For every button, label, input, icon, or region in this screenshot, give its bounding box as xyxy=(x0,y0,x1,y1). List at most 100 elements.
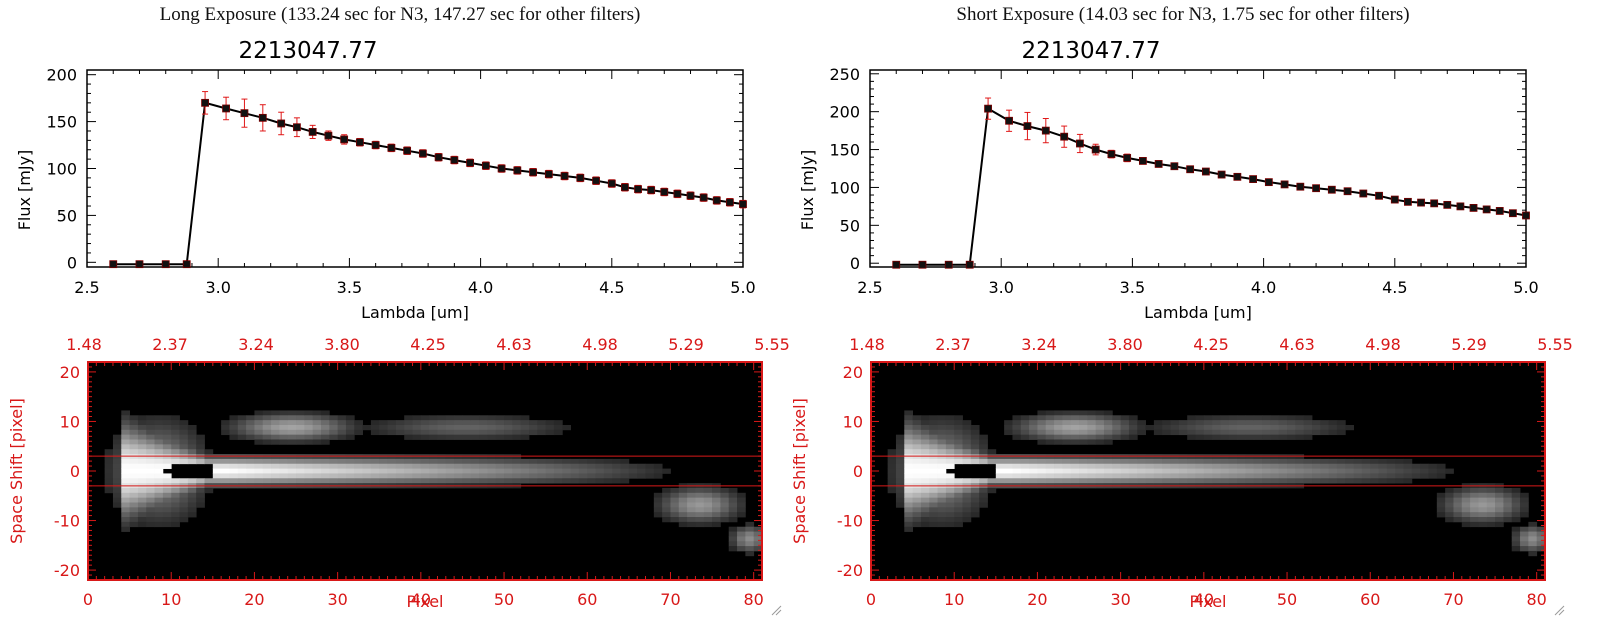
long-image-pixel xyxy=(603,458,613,465)
short-spectrum-point xyxy=(1005,116,1013,125)
long-image-pixel xyxy=(678,492,688,499)
short-image-pixel xyxy=(962,454,972,460)
long-image-pixel xyxy=(445,473,455,479)
short-image-pixel xyxy=(1453,487,1463,494)
short-image-pixel xyxy=(1220,424,1230,431)
long-image-pixel xyxy=(745,546,755,552)
left-resize-grip[interactable] xyxy=(770,604,782,616)
long-spectrum-ytick-label: 200 xyxy=(46,66,77,85)
long-image-pixel xyxy=(337,468,347,474)
long-image-pixel xyxy=(404,454,413,460)
long-image-pixel xyxy=(712,512,721,518)
short-image-pixel xyxy=(1436,502,1446,508)
short-image-pixel xyxy=(1503,507,1513,513)
short-image-pixel xyxy=(1262,458,1271,465)
short-spectrum-point xyxy=(1076,139,1084,148)
short-image-pixel xyxy=(1278,463,1288,469)
short-image-pixel xyxy=(912,468,922,474)
long-image-pixel xyxy=(520,473,530,479)
long-image-pixel xyxy=(262,463,272,469)
short-image-pixel xyxy=(1112,420,1122,426)
short-spectrum-ytick-label: 200 xyxy=(829,103,860,122)
right-resize-grip[interactable] xyxy=(1553,604,1565,616)
short-image-pixel xyxy=(887,449,897,455)
short-spectrum-point xyxy=(1123,153,1132,162)
long-image-ylabel: Space Shift [pixel] xyxy=(7,398,26,544)
long-image-ytick-label: -10 xyxy=(54,512,80,531)
short-image-pixel xyxy=(1411,473,1421,479)
long-image-pixel xyxy=(737,512,746,518)
long-image-pixel xyxy=(137,497,147,503)
long-image-pixel xyxy=(545,424,555,431)
short-image-pixel xyxy=(1411,468,1421,474)
short-image-pixel xyxy=(895,473,905,479)
short-image-pixel xyxy=(1287,415,1296,421)
long-image-pixel xyxy=(171,492,180,499)
short-image-pixel xyxy=(954,521,963,528)
long-image-pixel xyxy=(737,502,746,508)
short-image-pixel xyxy=(1511,517,1521,523)
short-image-pixel xyxy=(987,454,997,460)
short-image-xtick-label: 80 xyxy=(1526,590,1546,609)
short-image-pixel xyxy=(1012,434,1022,440)
long-image-pixel xyxy=(187,429,197,436)
short-image-pixel xyxy=(1128,420,1138,426)
long-image-pixel xyxy=(745,526,755,532)
long-image-pixel xyxy=(271,424,280,431)
short-image-pixel xyxy=(1436,468,1446,474)
short-image-pixel xyxy=(945,512,955,518)
short-image-pixel xyxy=(1195,458,1205,465)
short-spectrum-xlabel: Lambda [um] xyxy=(1144,303,1252,322)
long-image-pixel xyxy=(612,458,621,465)
long-image-pixel xyxy=(612,463,621,469)
short-image-pixel xyxy=(887,478,897,484)
long-image-pixel xyxy=(354,424,363,431)
long-image-pixel xyxy=(279,454,289,460)
short-image-pixel xyxy=(1037,439,1047,445)
long-image-pixel xyxy=(595,473,605,479)
long-image-pixel xyxy=(229,478,239,484)
short-image-pixel xyxy=(1095,468,1105,474)
long-image-xtick-label: 60 xyxy=(577,590,597,609)
short-image-pixel xyxy=(1328,424,1338,431)
short-spectrum-point xyxy=(1404,197,1412,206)
long-image-pixel xyxy=(320,454,330,460)
long-image-pixel xyxy=(520,434,530,440)
long-image-pixel xyxy=(162,439,172,445)
short-image-pixel xyxy=(1195,468,1205,474)
long-image-pixel xyxy=(445,424,455,431)
short-image-pixel xyxy=(895,468,905,474)
short-image-pixel xyxy=(1079,410,1088,416)
short-spectrum-point xyxy=(1233,172,1242,181)
long-image-pixel xyxy=(553,463,563,469)
short-image-pixel xyxy=(1486,492,1496,499)
long-image-pixel xyxy=(728,546,738,552)
long-image-pixel xyxy=(687,487,696,494)
long-image-pixel xyxy=(179,512,189,518)
short-image-pixel xyxy=(1237,434,1246,440)
long-image-pixel xyxy=(154,473,164,479)
long-image-pixel xyxy=(121,468,130,474)
long-image-pixel xyxy=(171,487,180,494)
short-image-pixel xyxy=(1528,550,1538,557)
long-image-pixel xyxy=(121,507,130,513)
long-spectrum-point xyxy=(434,153,443,162)
short-image-pixel xyxy=(1478,497,1488,503)
long-image-pixel xyxy=(370,478,380,484)
long-image-pixel xyxy=(320,429,330,436)
short-image-pixel xyxy=(970,507,980,513)
long-image-pixel xyxy=(404,478,413,484)
short-image-pixel xyxy=(1004,473,1013,479)
long-image-pixel xyxy=(146,521,155,528)
long-spectrum-point xyxy=(576,173,585,182)
short-exposure-header: Short Exposure (14.03 sec for N3, 1.75 s… xyxy=(956,4,1410,25)
long-image-pixel xyxy=(454,420,463,426)
short-image-pixel xyxy=(1037,434,1047,440)
long-image-pixel xyxy=(121,473,130,479)
long-image-pixel xyxy=(703,507,713,513)
short-image-pixel xyxy=(1220,478,1230,484)
short-image-pixel xyxy=(1212,454,1221,460)
long-image-pixel xyxy=(146,468,155,474)
short-image-pixel xyxy=(1112,415,1122,421)
short-image-pixel xyxy=(1004,478,1013,484)
